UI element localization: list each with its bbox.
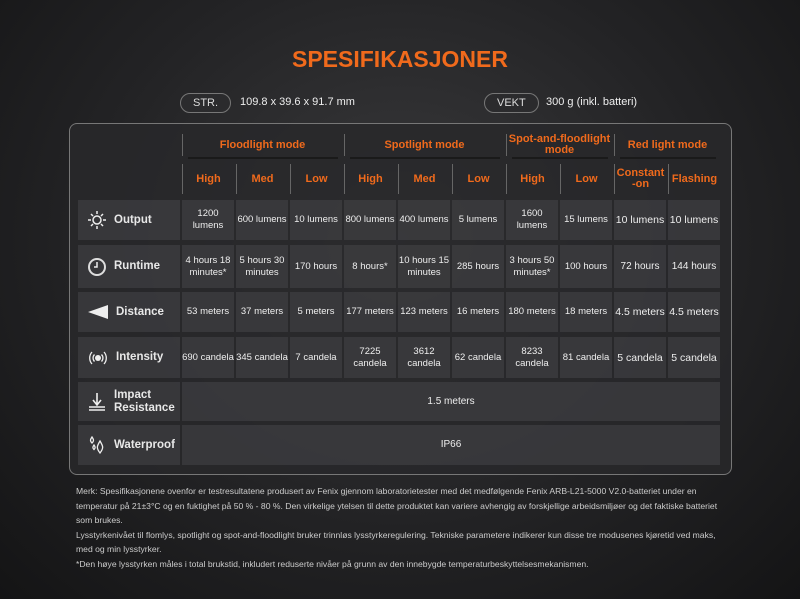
table-cell: 7 candela	[290, 337, 342, 378]
table-cell: 16 meters	[452, 292, 504, 332]
table-cell: 15 lumens	[560, 200, 612, 240]
table-cell: 53 meters	[182, 292, 234, 332]
table-cell: 400 lumens	[398, 200, 450, 240]
row-label-output: Output	[78, 200, 180, 240]
level-header: High	[506, 164, 558, 194]
size-value: 109.8 x 39.6 x 91.7 mm	[240, 96, 355, 108]
table-cell: 100 hours	[560, 245, 612, 288]
level-header: Low	[560, 164, 612, 194]
intensity-icon	[78, 349, 116, 367]
row-label: Distance	[116, 305, 164, 318]
table-cell: 285 hours	[452, 245, 504, 288]
table-cell: 5 lumens	[452, 200, 504, 240]
mode-underline	[188, 157, 338, 159]
note: Lysstyrkenivået til flomlys, spotlight o…	[76, 529, 716, 555]
row-label-distance: Distance	[78, 292, 180, 332]
table-cell: 8233 candela	[506, 337, 558, 378]
table-cell: 123 meters	[398, 292, 450, 332]
water-drops-icon	[78, 436, 114, 454]
mode-header: Red light mode	[614, 134, 720, 156]
mode-header: Floodlight mode	[182, 134, 342, 156]
level-header: Constant -on	[614, 164, 666, 194]
table-cell: 10 lumens	[290, 200, 342, 240]
row-label-waterproof: Waterproof	[78, 425, 180, 465]
footnotes: Merk: Spesifikasjonene ovenfor er testre…	[76, 484, 726, 571]
level-header: Low	[290, 164, 342, 194]
table-cell: 10 lumens	[614, 200, 666, 240]
beam-icon	[78, 305, 116, 319]
row-label-intensity: Intensity	[78, 337, 180, 378]
table-cell: 4 hours 18 minutes*	[182, 245, 234, 288]
level-header: Flashing	[668, 164, 720, 194]
mode-underline	[620, 157, 716, 159]
table-cell: 5 candela	[614, 337, 666, 378]
level-header: High	[344, 164, 396, 194]
weight-badge: VEKT	[484, 93, 539, 113]
row-label: Output	[114, 213, 152, 226]
table-cell: 7225 candela	[344, 337, 396, 378]
page-title: SPESIFIKASJONER	[292, 46, 508, 72]
table-cell: 81 candela	[560, 337, 612, 378]
table-cell: 62 candela	[452, 337, 504, 378]
table-cell: 690 candela	[182, 337, 234, 378]
table-cell: 5 meters	[290, 292, 342, 332]
table-cell: 10 hours 15 minutes	[398, 245, 450, 288]
impact-icon	[78, 392, 114, 411]
row-label: Impact Resistance	[114, 388, 175, 414]
row-label: Runtime	[114, 260, 160, 272]
clock-icon	[78, 257, 114, 276]
mode-underline	[350, 157, 500, 159]
row-label: Waterproof	[114, 438, 175, 451]
size-badge: STR.	[180, 93, 232, 113]
note: Merk: Spesifikasjonene ovenfor er testre…	[76, 486, 718, 525]
level-header: Med	[398, 164, 450, 194]
level-header: High	[182, 164, 234, 194]
weight-value: 300 g (inkl. batteri)	[546, 96, 638, 108]
table-cell: 3 hours 50 minutes*	[506, 245, 558, 288]
level-header: Med	[236, 164, 288, 194]
mode-underline	[512, 157, 608, 159]
table-cell: 1200 lumens	[182, 200, 234, 240]
table-cell: 10 lumens	[668, 200, 720, 240]
table-cell: 180 meters	[506, 292, 558, 332]
table-cell: 4.5 meters	[614, 292, 666, 332]
table-cell: 144 hours	[668, 245, 720, 288]
note: *Den høye lysstyrken måles i total bruks…	[76, 558, 589, 569]
mode-header: Spot-and-floodlight mode	[506, 134, 612, 156]
table-cell: 4.5 meters	[668, 292, 720, 332]
table-cell: 3612 candela	[398, 337, 450, 378]
table-cell: 5 hours 30 minutes	[236, 245, 288, 288]
table-cell: 177 meters	[344, 292, 396, 332]
table-cell: 37 meters	[236, 292, 288, 332]
table-cell: 1.5 meters	[182, 382, 720, 421]
sun-icon	[78, 211, 114, 229]
table-cell: 170 hours	[290, 245, 342, 288]
table-cell: 18 meters	[560, 292, 612, 332]
row-label: Intensity	[116, 351, 164, 363]
table-cell: 600 lumens	[236, 200, 288, 240]
table-cell: IP66	[182, 425, 720, 465]
table-cell: 8 hours*	[344, 245, 396, 288]
row-label-impact-resistance: Impact Resistance	[78, 382, 180, 421]
table-cell: 345 candela	[236, 337, 288, 378]
table-cell: 1600 lumens	[506, 200, 558, 240]
table-cell: 72 hours	[614, 245, 666, 288]
level-header: Low	[452, 164, 504, 194]
mode-header: Spotlight mode	[344, 134, 504, 156]
row-label-runtime: Runtime	[78, 245, 180, 288]
table-cell: 800 lumens	[344, 200, 396, 240]
table-cell: 5 candela	[668, 337, 720, 378]
